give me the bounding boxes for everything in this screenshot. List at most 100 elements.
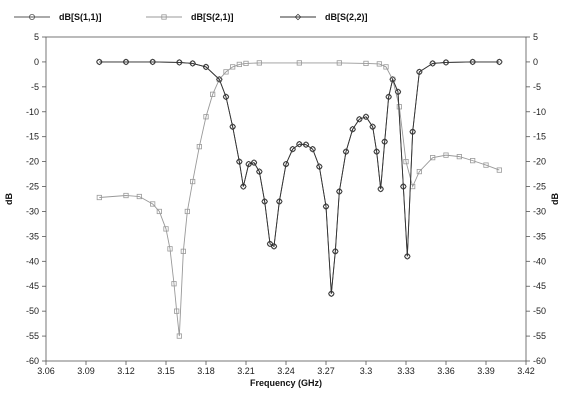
legend-swatch-marker [161,14,167,20]
data-point [171,281,177,287]
data-point [96,194,102,201]
data-point [328,290,335,298]
data-point [266,240,274,248]
series-1 [96,58,503,297]
data-point [409,128,416,136]
data-point [189,60,196,67]
data-point [381,138,388,145]
data-point [210,91,216,97]
data-point [250,159,258,166]
y-tick-label: -35 [26,231,39,241]
data-point [256,168,263,175]
series-line [99,62,500,337]
data-point [403,159,409,165]
data-point [167,246,173,252]
data-point [483,162,489,168]
x-tick-label: 3.24 [277,366,295,376]
data-point [332,248,339,255]
plot-frame [45,36,527,362]
y-tick-label: -60 [26,356,39,366]
data-point [349,125,356,133]
data-point [404,253,411,260]
data-point [390,76,396,82]
data-point [202,63,210,71]
data-point [470,158,476,164]
y2-tick-label: -5 [533,82,541,92]
y-tick-label: 5 [34,32,39,42]
y2-tick-label: 5 [533,32,538,42]
x-tick-label: 3.3 [360,366,373,376]
data-point [322,203,330,210]
data-point [223,69,229,75]
data-point [316,163,323,170]
y-axis-title: dB [4,193,14,205]
data-point [150,201,156,207]
y-tick-label: -40 [26,256,39,266]
legend-label: dB[S(2,1)] [191,12,234,22]
data-point [443,152,449,158]
y2-tick-label: -10 [533,107,546,117]
data-point [282,160,290,168]
y-tick-label: -25 [26,182,39,192]
data-point [369,123,376,131]
data-point [163,226,169,232]
x-tick-label: 3.42 [517,366,535,376]
legend: dB[S(1,1)] dB[S(2,1)] dB[S(2,2)] [14,12,368,22]
y-tick-label: -5 [31,82,39,92]
data-point [377,185,384,193]
y-tick-label: -10 [26,107,39,117]
y2-tick-label: -50 [533,306,546,316]
series-line [99,61,500,294]
y2-tick-label: 0 [533,57,538,67]
data-point [363,60,369,67]
data-point [190,178,196,185]
data-point [229,123,236,131]
y2-tick-label: -40 [533,256,546,266]
data-point [429,60,436,67]
left-y-axis: 5 0 -5 -10 -15 -20 -25 -30 -35 -40 -45 -50 -55 -60 [26,32,46,366]
data-point [362,113,370,121]
data-point [96,58,103,66]
data-point [270,243,278,250]
plot-border [45,36,527,362]
series-line [99,61,500,294]
y-tick-label: -45 [26,281,39,291]
x-tick-label: 3.18 [197,366,215,376]
data-point [222,93,230,101]
data-point [416,168,422,175]
y2-tick-label: -55 [533,331,546,341]
data-point [149,58,156,66]
data-point [136,193,142,200]
data-point [261,198,268,205]
data-point [123,192,129,199]
data-point [394,88,402,96]
data-point [383,64,389,70]
data-point [296,140,303,148]
x-tick-label: 3.15 [157,366,175,376]
data-point [216,76,223,83]
series-layer [96,58,503,339]
data-point [176,59,183,66]
data-point [203,114,209,120]
y-tick-label: -55 [26,331,39,341]
data-point [342,148,350,155]
x-axis: 3.06 3.09 3.12 3.15 3.18 3.21 3.24 3.27 3.3 3.33 3… [37,361,535,376]
x-tick-label: 3.06 [37,366,55,376]
y2-tick-label: -20 [533,157,546,167]
data-point [174,308,180,314]
legend-label: dB[S(1,1)] [59,12,102,22]
data-point [156,208,162,215]
data-point [442,59,450,66]
data-point [376,61,382,67]
data-point [302,141,310,148]
data-point [430,155,436,161]
x-axis-title: Frequency (GHz) [250,378,322,388]
data-point [496,58,503,66]
legend-swatch-marker [28,13,35,20]
legend-item-3: dB[S(2,2)] [280,12,368,22]
x-tick-label: 3.21 [237,366,255,376]
x-tick-label: 3.27 [317,366,335,376]
y2-axis-title: dB [550,193,560,205]
legend-item-1: dB[S(1,1)] [14,12,102,22]
